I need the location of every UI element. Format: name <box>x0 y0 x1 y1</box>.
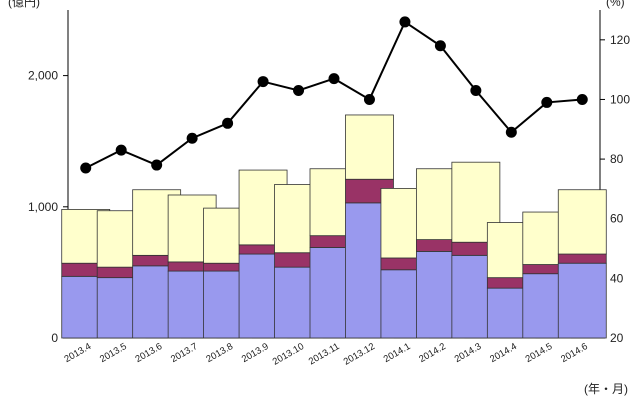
y-left-tick-label: 1,000 <box>28 200 58 214</box>
x-tick-label: 2013.7 <box>169 341 200 365</box>
x-tick-label: 2013.8 <box>204 341 235 365</box>
x-tick-label: 2013.10 <box>271 341 306 368</box>
line-point <box>576 93 588 105</box>
bar-segment-1 <box>557 262 607 339</box>
x-axis-unit: (年・月) <box>584 382 628 396</box>
x-tick-label: 2014.6 <box>559 341 590 365</box>
x-tick-label: 2014.5 <box>524 341 555 365</box>
x-tick-label: 2013.11 <box>307 341 342 367</box>
y-right-tick-label: 120 <box>610 33 630 47</box>
x-tick-label: 2014.3 <box>453 341 484 365</box>
line-point <box>293 85 305 97</box>
line-point <box>505 126 517 138</box>
line-point <box>399 16 411 28</box>
x-tick-label: 2014.4 <box>488 341 519 365</box>
x-tick-label: 2013.5 <box>98 341 129 365</box>
y-right-tick-label: 20 <box>610 331 624 345</box>
y-right-tick-label: 80 <box>610 152 624 166</box>
line-point <box>186 132 198 144</box>
line-path <box>85 20 583 169</box>
line-point <box>328 73 340 85</box>
bar-segment-3 <box>345 114 394 180</box>
y-right-tick-label: 100 <box>610 92 630 106</box>
line-point <box>363 93 375 105</box>
x-tick-label: 2013.6 <box>133 341 164 365</box>
bar-segment-2 <box>557 253 607 264</box>
line-point <box>470 85 482 97</box>
line-point <box>80 162 92 174</box>
y-left-tick-label: 0 <box>51 331 58 345</box>
line-series <box>80 16 588 174</box>
y-right-tick-label: 60 <box>610 212 624 226</box>
bar-segment-3 <box>557 189 607 255</box>
y-left-tick-label: 2,000 <box>28 69 58 83</box>
y-left-unit: (億円) <box>8 0 40 9</box>
x-tick-label: 2013.9 <box>240 341 271 365</box>
x-axis-ticks: 2013.4 2013.5 2013.6 2013.7 2013.8 2013.9 2013… <box>63 341 590 368</box>
line-point <box>115 144 127 156</box>
line-point <box>434 40 446 52</box>
line-point <box>257 76 269 88</box>
x-tick-label: 2014.1 <box>382 341 413 365</box>
x-tick-label: 2013.12 <box>342 341 377 368</box>
bars <box>61 114 607 339</box>
line-point <box>151 159 163 171</box>
y-right-tick-label: 40 <box>610 271 624 285</box>
x-tick-label: 2013.4 <box>63 341 94 365</box>
x-tick-label: 2014.2 <box>417 341 448 365</box>
y-right-unit: (%) <box>606 0 625 9</box>
line-point <box>541 96 553 108</box>
line-point <box>222 117 234 129</box>
